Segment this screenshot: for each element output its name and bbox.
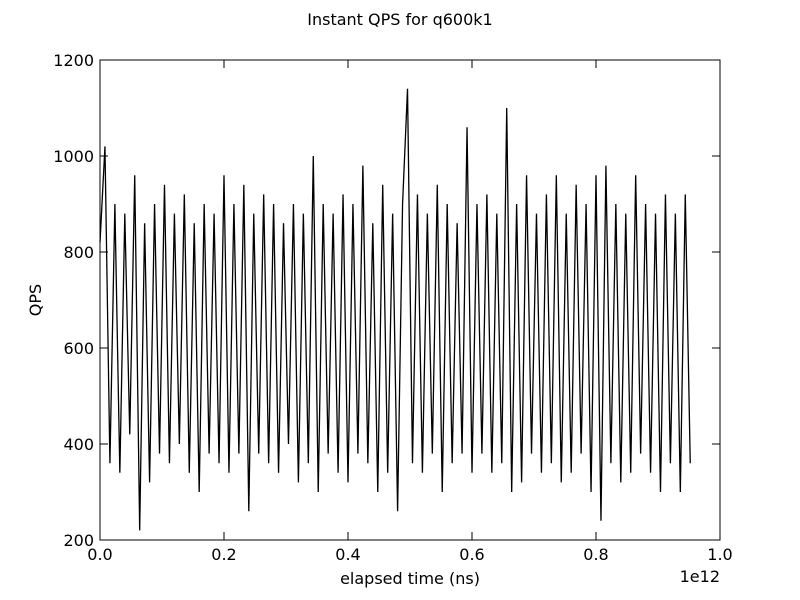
x-tick-label: 1.0 bbox=[707, 545, 732, 564]
x-tick-label: 0.2 bbox=[211, 545, 236, 564]
y-tick-label: 1200 bbox=[53, 51, 94, 70]
data-line bbox=[99, 88, 691, 531]
plot-frame bbox=[99, 59, 721, 541]
chart-title: Instant QPS for q600k1 bbox=[307, 10, 492, 29]
x-offset-label: 1e12 bbox=[680, 567, 720, 586]
y-axis-label: QPS bbox=[26, 284, 45, 316]
y-tick-label: 800 bbox=[63, 243, 94, 262]
x-axis-label: elapsed time (ns) bbox=[340, 569, 480, 588]
x-tick-label: 0.0 bbox=[87, 545, 112, 564]
x-tick-label: 0.4 bbox=[335, 545, 360, 564]
y-tick-label: 200 bbox=[63, 531, 94, 550]
y-tick-label: 600 bbox=[63, 339, 94, 358]
x-tick-label: 0.6 bbox=[459, 545, 484, 564]
y-tick-label: 400 bbox=[63, 435, 94, 454]
y-tick-label: 1000 bbox=[53, 147, 94, 166]
x-tick-label: 0.8 bbox=[583, 545, 608, 564]
